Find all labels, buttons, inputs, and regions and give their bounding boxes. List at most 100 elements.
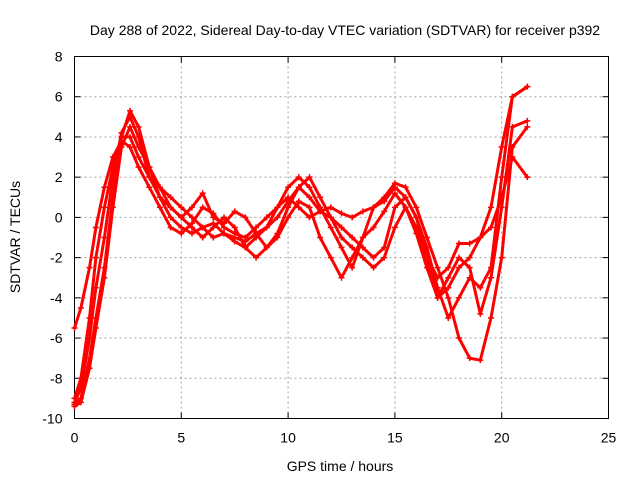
data-point-day-5	[445, 264, 452, 271]
data-series	[71, 83, 531, 410]
data-point-day-3	[285, 184, 292, 191]
data-point-day-5	[92, 325, 99, 331]
y-axis-label: SDTVAR / TECUs	[7, 181, 23, 293]
data-point-day-2	[178, 224, 185, 231]
plot-frame	[74, 56, 609, 419]
data-point-day-5	[391, 224, 398, 231]
data-point-day-1	[327, 204, 334, 211]
data-point-day-2	[127, 107, 134, 114]
data-point-day-4	[167, 194, 174, 201]
data-point-day-4	[327, 254, 334, 261]
data-point-day-4	[77, 375, 84, 382]
data-point-day-4	[135, 154, 142, 161]
data-point-day-5	[101, 274, 108, 281]
data-point-day-2	[434, 284, 441, 291]
data-point-day-5	[127, 123, 134, 130]
data-point-day-5	[327, 214, 334, 221]
data-point-day-1	[488, 204, 495, 211]
data-point-day-3	[231, 208, 238, 215]
data-point-day-4	[370, 224, 377, 231]
y-tick-label: 6	[55, 89, 63, 105]
data-point-day-3	[327, 224, 334, 231]
data-point-day-2	[188, 230, 195, 237]
data-point-day-5	[167, 204, 174, 211]
data-point-day-5	[349, 244, 356, 251]
data-point-day-1	[146, 184, 153, 191]
data-point-day-1	[359, 208, 366, 215]
data-point-day-5	[199, 234, 206, 241]
data-point-day-3	[156, 194, 163, 201]
data-point-day-1	[167, 224, 174, 231]
data-point-day-2	[524, 83, 531, 90]
y-tick-label: 0	[55, 209, 63, 225]
data-point-day-1	[253, 224, 260, 231]
y-tick-labels: -10 -8 -6 -4 -2 0 2 4 6 8	[42, 49, 62, 427]
data-point-day-3	[101, 234, 108, 241]
data-point-day-5	[338, 234, 345, 241]
data-point-day-3	[295, 174, 302, 181]
data-point-day-2	[477, 284, 484, 291]
data-point-day-4	[381, 208, 388, 215]
data-point-day-2	[167, 214, 174, 221]
data-point-day-3	[488, 314, 495, 321]
data-point-day-5	[135, 144, 142, 150]
data-point-day-1	[178, 230, 185, 237]
data-point-day-5	[146, 164, 153, 171]
data-point-day-4	[359, 234, 366, 241]
data-point-day-5	[221, 214, 228, 221]
data-point-day-4	[231, 234, 238, 241]
data-point-day-4	[178, 204, 185, 211]
data-point-day-5	[455, 240, 462, 247]
data-point-day-5	[359, 254, 366, 261]
data-point-day-3	[402, 184, 409, 191]
data-point-day-1	[92, 224, 99, 231]
data-point-day-5	[498, 194, 505, 201]
data-point-day-1	[101, 184, 108, 191]
data-point-day-2	[370, 254, 377, 261]
data-point-day-5	[263, 244, 270, 251]
data-point-day-5	[156, 184, 163, 191]
data-point-day-3	[445, 294, 452, 301]
data-point-day-3	[455, 335, 462, 342]
data-point-day-4	[127, 133, 134, 140]
data-point-day-5	[86, 365, 93, 372]
data-point-day-3	[466, 355, 473, 362]
data-point-day-3	[306, 184, 313, 191]
y-tick-label: 4	[55, 129, 63, 145]
data-point-day-1	[86, 264, 93, 271]
data-point-day-4	[524, 117, 531, 124]
data-point-day-4	[445, 274, 452, 281]
data-point-day-2	[498, 174, 505, 181]
data-point-day-5	[306, 174, 313, 181]
data-point-day-3	[413, 204, 420, 211]
data-point-day-3	[338, 244, 345, 251]
data-point-day-5	[466, 240, 473, 247]
data-point-day-2	[306, 194, 313, 201]
data-point-day-4	[423, 264, 430, 271]
y-tick-label: -10	[42, 411, 62, 427]
data-point-day-3	[221, 220, 228, 227]
data-point-day-5	[295, 184, 302, 191]
data-point-day-4	[253, 230, 260, 237]
data-point-day-1	[295, 204, 302, 211]
data-point-day-2	[338, 224, 345, 231]
data-point-day-1	[135, 164, 142, 171]
data-point-day-3	[370, 204, 377, 211]
data-point-day-4	[466, 264, 473, 271]
x-tick-label: 15	[387, 430, 403, 446]
data-point-day-5	[178, 214, 185, 221]
data-point-day-5	[285, 204, 292, 211]
data-point-day-3	[242, 214, 249, 221]
y-tick-label: 2	[55, 169, 63, 185]
data-point-day-1	[263, 214, 270, 221]
data-point-day-4	[488, 274, 495, 281]
data-point-day-3	[477, 357, 484, 364]
data-point-day-3	[391, 180, 398, 187]
data-point-day-1	[127, 144, 134, 150]
y-tick-label: -4	[50, 290, 63, 306]
data-point-day-4	[455, 254, 462, 261]
data-point-day-5	[434, 274, 441, 281]
data-point-day-4	[188, 214, 195, 221]
y-tick-label: -8	[50, 370, 63, 386]
